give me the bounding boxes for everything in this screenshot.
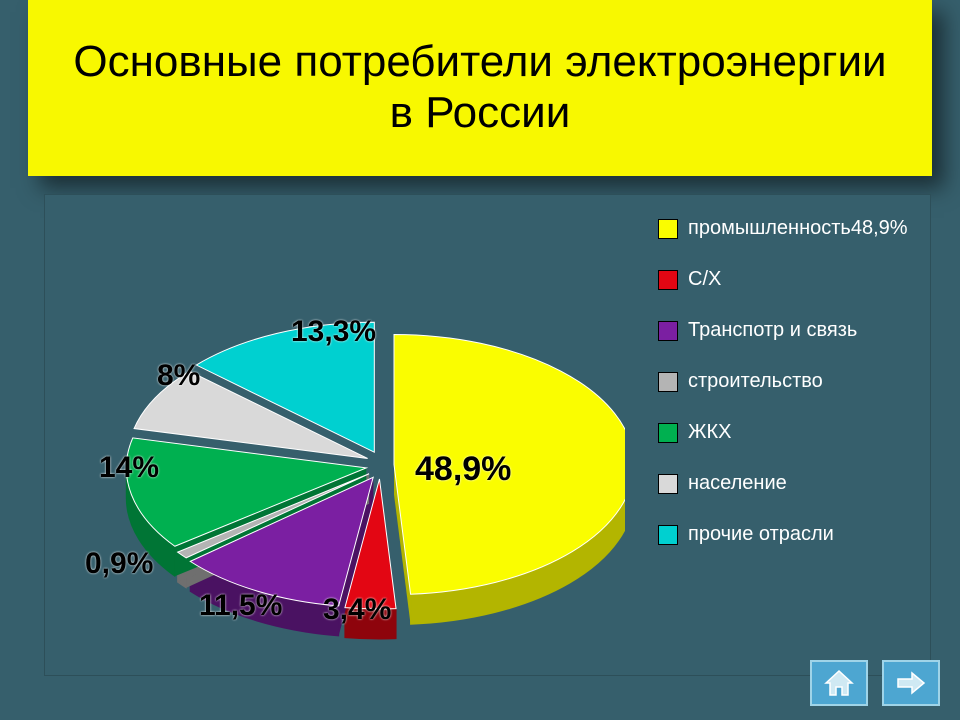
title-banner: Основные потребители электроэнергиив Рос… <box>28 0 932 176</box>
slice-percent-label: 14% <box>99 451 159 485</box>
slide-title: Основные потребители электроэнергиив Рос… <box>73 37 886 138</box>
legend-swatch <box>658 525 678 545</box>
legend-item: промышленность48,9% <box>658 217 914 240</box>
legend-swatch <box>658 474 678 494</box>
legend-item: С/Х <box>658 268 914 291</box>
legend-label: строительство <box>688 370 823 393</box>
legend-label: Транспотр и связь <box>688 319 857 342</box>
nav-buttons <box>810 660 940 706</box>
legend-label: ЖКХ <box>688 421 731 444</box>
legend-swatch <box>658 372 678 392</box>
chart-area: 48,9% 3,4% 11,5% 0,9% 14% 8% 13,3% промышленно… <box>44 194 931 676</box>
legend-swatch <box>658 270 678 290</box>
legend-swatch <box>658 219 678 239</box>
home-icon <box>822 669 856 697</box>
legend-label: промышленность48,9% <box>688 217 908 240</box>
slice-percent-label: 11,5% <box>199 589 282 623</box>
slice-percent-label: 13,3% <box>291 315 376 349</box>
legend-item: строительство <box>658 370 914 393</box>
legend-swatch <box>658 321 678 341</box>
legend-item: Транспотр и связь <box>658 319 914 342</box>
legend-swatch <box>658 423 678 443</box>
legend-label: С/Х <box>688 268 721 291</box>
slice-percent-label: 48,9% <box>415 450 511 489</box>
slice-percent-label: 0,9% <box>85 547 153 581</box>
legend-label: прочие отрасли <box>688 523 834 546</box>
slice-percent-label: 3,4% <box>323 593 391 627</box>
arrow-right-icon <box>894 669 928 697</box>
legend-item: прочие отрасли <box>658 523 914 546</box>
home-button[interactable] <box>810 660 868 706</box>
slide: Основные потребители электроэнергиив Рос… <box>0 0 960 720</box>
slice-percent-label: 8% <box>157 359 200 393</box>
next-button[interactable] <box>882 660 940 706</box>
legend-item: ЖКХ <box>658 421 914 444</box>
legend-label: население <box>688 472 787 495</box>
pie-chart: 48,9% 3,4% 11,5% 0,9% 14% 8% 13,3% <box>85 255 625 635</box>
legend-item: население <box>658 472 914 495</box>
legend: промышленность48,9% С/Х Транспотр и связь с… <box>658 217 914 574</box>
